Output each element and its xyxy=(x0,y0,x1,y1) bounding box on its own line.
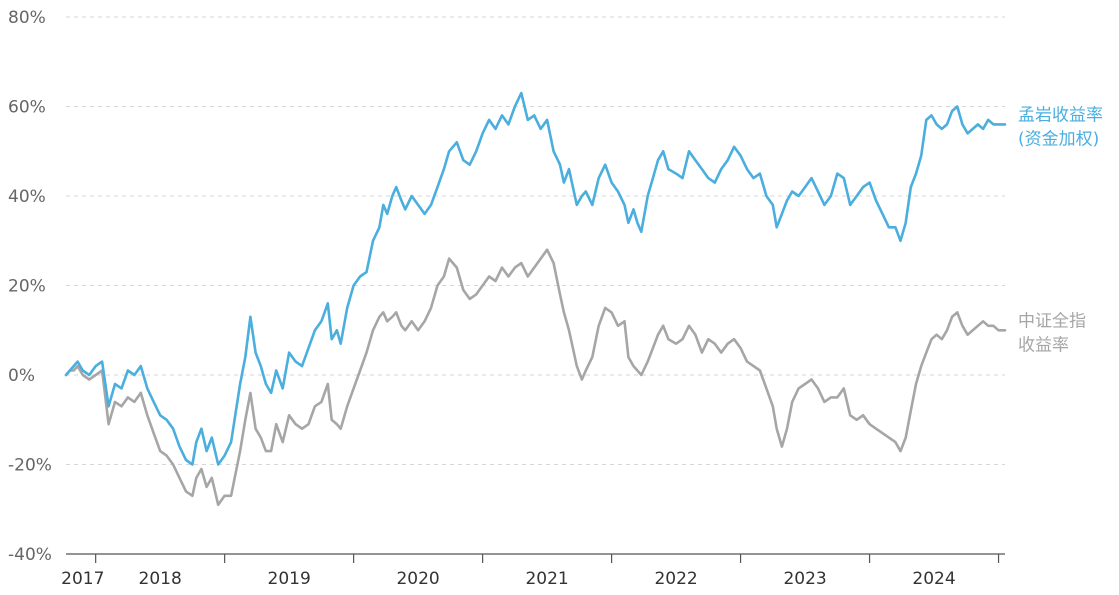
index-return-line xyxy=(64,248,1007,507)
x-tick-label: 2024 xyxy=(912,569,955,589)
fund-return-line xyxy=(64,91,1007,466)
grid-lines xyxy=(66,16,1005,555)
fund-series-label: 孟岩收益率 xyxy=(1018,105,1103,125)
index-series-label: 中证全指 xyxy=(1018,311,1086,331)
x-tick-label: 2021 xyxy=(525,569,568,589)
x-axis: 2017 2018 2019 2020 2021 2022 2023 2024 xyxy=(61,554,1000,589)
x-tick-label: 2018 xyxy=(139,569,182,589)
y-axis-ticks: 80% 60% 40% 20% 0% -20% -40% xyxy=(8,8,52,565)
y-tick-label: -40% xyxy=(8,545,52,565)
y-tick-label: 80% xyxy=(8,8,46,28)
series-lines xyxy=(64,91,1007,507)
y-tick-label: -20% xyxy=(8,456,52,476)
x-tick-label: 2019 xyxy=(268,569,311,589)
y-tick-label: 0% xyxy=(8,366,35,386)
x-tick-label: 2023 xyxy=(783,569,826,589)
x-tick-label: 2017 xyxy=(61,569,104,589)
y-tick-label: 20% xyxy=(8,277,46,297)
fund-series-label: (资金加权) xyxy=(1018,129,1099,149)
x-tick-label: 2020 xyxy=(396,569,439,589)
x-tick-label: 2022 xyxy=(654,569,697,589)
index-series-label: 收益率 xyxy=(1018,335,1069,355)
y-tick-label: 40% xyxy=(8,187,46,207)
y-tick-label: 60% xyxy=(8,98,46,118)
